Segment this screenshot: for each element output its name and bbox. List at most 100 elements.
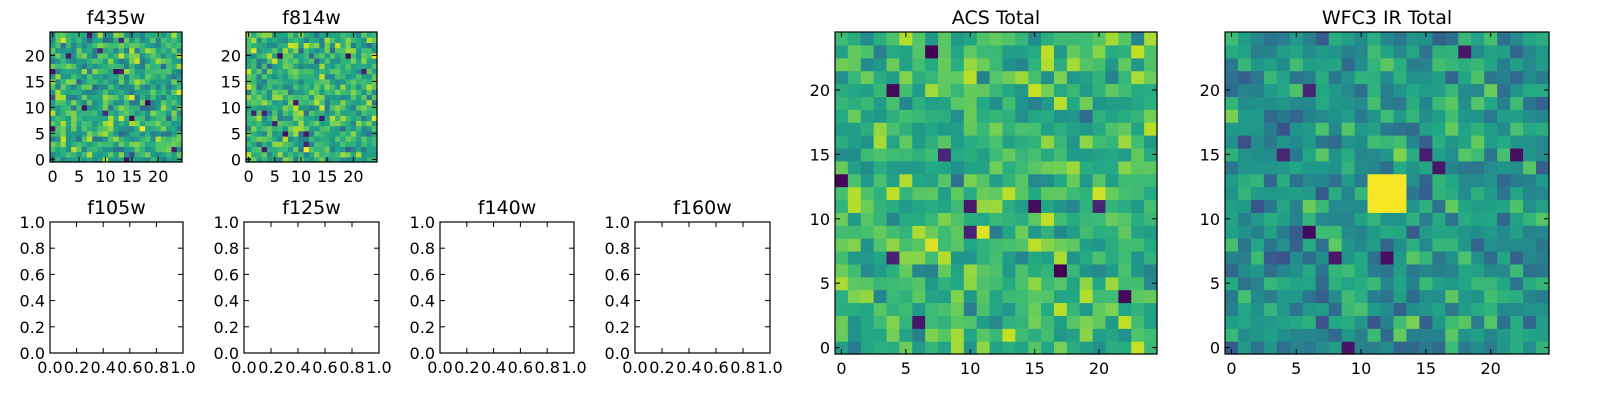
- heatmap-cell: [1380, 341, 1395, 355]
- heatmap-cell: [912, 199, 926, 213]
- heatmap-cell: [1002, 238, 1016, 252]
- heatmap-cell: [912, 250, 926, 265]
- heatmap-cell: [1105, 263, 1119, 278]
- heatmap-cell: [176, 125, 183, 132]
- heatmap-cell: [118, 120, 125, 127]
- heatmap-cell: [1341, 160, 1356, 175]
- heatmap-cell: [835, 57, 849, 72]
- heatmap-cell: [293, 47, 299, 54]
- heatmap-cell: [1315, 109, 1330, 123]
- heatmap-cell: [113, 84, 120, 90]
- heatmap-cell: [356, 151, 362, 158]
- heatmap-cell: [303, 78, 310, 85]
- y-tick-label: 0.6: [20, 265, 45, 284]
- heatmap-cell: [256, 99, 263, 106]
- heatmap-cell: [134, 63, 141, 69]
- heatmap-cell: [1354, 238, 1369, 252]
- heatmap-cell: [60, 146, 67, 153]
- heatmap-cell: [1406, 57, 1420, 72]
- heatmap-cell: [1380, 315, 1395, 329]
- heatmap-cell: [1041, 199, 1055, 213]
- heatmap-cell: [139, 52, 146, 59]
- y-tick-label: 20: [810, 81, 830, 100]
- x-tick-label: 20: [1089, 359, 1109, 378]
- heatmap-cell: [371, 125, 378, 132]
- heatmap-cell: [166, 47, 173, 54]
- heatmap-cell: [345, 141, 352, 147]
- heatmap-cell: [102, 84, 109, 90]
- heatmap-cell: [55, 146, 62, 153]
- heatmap-cell: [1497, 289, 1511, 304]
- heatmap-cell: [261, 141, 268, 147]
- heatmap-cell: [287, 115, 294, 121]
- heatmap-cell: [298, 89, 305, 95]
- heatmap-cell: [150, 32, 157, 38]
- heatmap-cell: [1341, 341, 1356, 355]
- heatmap-cell: [1131, 96, 1145, 110]
- heatmap-cell: [1002, 250, 1016, 265]
- heatmap-cell: [1536, 147, 1550, 162]
- y-tick-label: 1.0: [410, 213, 435, 232]
- heatmap-cell: [1393, 83, 1408, 97]
- heatmap-cell: [166, 42, 173, 49]
- heatmap-cell: [1419, 263, 1433, 278]
- heatmap-cell: [277, 63, 284, 69]
- heatmap-cell: [308, 120, 315, 127]
- heatmap-cell: [319, 125, 326, 132]
- heatmap-cell: [277, 130, 284, 137]
- heatmap-cell: [102, 99, 109, 106]
- heatmap-cell: [108, 42, 114, 49]
- heatmap-cell: [118, 42, 125, 49]
- x-tick-label: 0.6: [117, 358, 142, 377]
- heatmap-cell: [92, 68, 99, 75]
- heatmap-cell: [1015, 135, 1029, 149]
- heatmap-cell: [1131, 57, 1145, 72]
- heatmap-cell: [60, 151, 67, 158]
- heatmap-cell: [1510, 238, 1524, 252]
- heatmap-cell: [81, 63, 88, 69]
- heatmap-cell: [97, 99, 104, 106]
- heatmap-cell: [1445, 173, 1459, 188]
- heatmap-cell: [345, 84, 352, 90]
- heatmap-cell: [81, 42, 88, 49]
- heatmap-cell: [835, 328, 849, 342]
- heatmap-cell: [835, 96, 849, 110]
- heatmap-cell: [976, 289, 991, 304]
- heatmap-cell: [1144, 32, 1158, 46]
- heatmap-cell: [324, 52, 331, 59]
- heatmap-cell: [938, 147, 952, 162]
- heatmap-cell: [1497, 238, 1511, 252]
- heatmap-cell: [361, 141, 368, 147]
- heatmap-cell: [319, 110, 326, 116]
- heatmap-cell: [71, 84, 77, 90]
- heatmap-cell: [319, 84, 326, 90]
- heatmap-cell: [1118, 212, 1132, 226]
- heatmap-cell: [155, 78, 162, 85]
- heatmap-cell: [81, 32, 88, 38]
- heatmap-cell: [139, 42, 146, 49]
- heatmap-cell: [1144, 173, 1158, 188]
- heatmap-cell: [134, 125, 141, 132]
- heatmap-cell: [1079, 289, 1094, 304]
- heatmap-cell: [1237, 199, 1252, 213]
- heatmap-cell: [1458, 212, 1472, 226]
- heatmap-cell: [1497, 135, 1511, 149]
- heatmap-cell: [329, 115, 336, 121]
- heatmap-cell: [1066, 186, 1081, 201]
- heatmap-cell: [314, 63, 320, 69]
- heatmap-cell: [266, 58, 273, 64]
- heatmap-cell: [71, 104, 77, 111]
- heatmap-cell: [1367, 57, 1382, 72]
- heatmap-cell: [65, 42, 72, 49]
- heatmap-cell: [261, 58, 268, 64]
- heatmap-cell: [1354, 122, 1369, 136]
- heatmap-cell: [1028, 238, 1042, 252]
- heatmap-cell: [1041, 135, 1055, 149]
- heatmap-cell: [324, 120, 331, 127]
- heatmap-cell: [835, 173, 849, 188]
- heatmap-cell: [1237, 250, 1252, 265]
- heatmap-cell: [65, 146, 72, 153]
- heatmap-cell: [938, 341, 952, 355]
- heatmap-cell: [1289, 328, 1304, 342]
- heatmap-cell: [145, 110, 151, 116]
